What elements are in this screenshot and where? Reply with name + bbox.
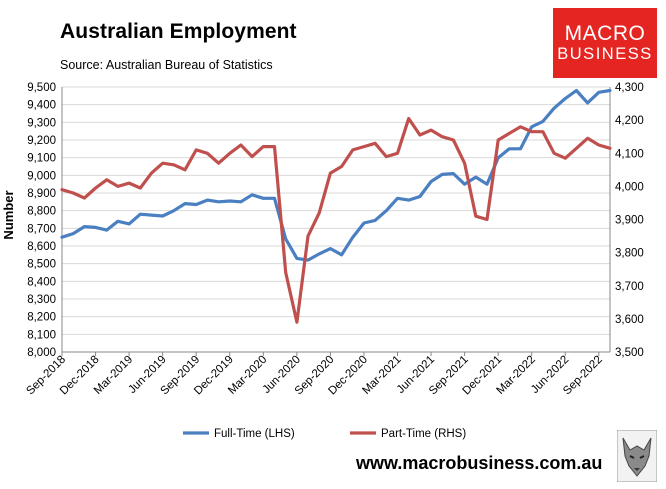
left-tick-label: 8,700 [27, 223, 56, 235]
left-tick-label: 9,300 [27, 117, 56, 129]
wolf-mascot-icon [617, 430, 657, 482]
left-tick-label: 8,300 [27, 294, 56, 306]
legend-label-full-time: Full-Time (LHS) [214, 428, 295, 440]
logo-line-1: MACRO [564, 22, 646, 45]
left-tick-label: 8,000 [27, 347, 56, 359]
left-tick-label: 9,200 [27, 135, 56, 147]
left-tick-label: 8,100 [27, 329, 56, 341]
gridlines [62, 86, 610, 353]
chart-title: Australian Employment [60, 20, 297, 43]
right-tick-label: 4,300 [615, 82, 644, 94]
axes [61, 87, 611, 353]
left-tick-label: 9,000 [27, 170, 56, 182]
left-tick-label: 9,100 [27, 153, 56, 165]
source-note: Source: Australian Bureau of Statistics [60, 58, 273, 72]
right-tick-label: 4,000 [615, 181, 644, 193]
right-axis-ticks: 3,500 3,600 3,700 3,800 3,900 4,000 4,100 4,200… [615, 82, 644, 359]
left-tick-label: 8,900 [27, 188, 56, 200]
y-axis-label: Number [1, 190, 16, 239]
right-tick-label: 3,700 [615, 281, 644, 293]
right-tick-label: 3,600 [615, 314, 644, 326]
left-tick-label: 8,200 [27, 312, 56, 324]
left-axis-ticks: 8,000 8,100 8,200 8,300 8,400 8,500 8,600 8,700… [27, 82, 56, 359]
full-time-series-line [60, 88, 612, 262]
left-tick-label: 8,800 [27, 206, 56, 218]
logo-line-2: BUSINESS [557, 45, 653, 63]
website-url: www.macrobusiness.com.au [356, 453, 603, 473]
right-tick-label: 3,800 [615, 248, 644, 260]
legend-label-part-time: Part-Time (RHS) [381, 428, 466, 440]
right-tick-label: 4,100 [615, 148, 644, 160]
legend: Full-Time (LHS) Part-Time (RHS) [183, 428, 466, 440]
right-tick-label: 4,200 [615, 115, 644, 127]
right-tick-label: 3,900 [615, 215, 644, 227]
part-time-series-line [60, 116, 612, 324]
left-tick-label: 8,400 [27, 276, 56, 288]
left-tick-label: 9,400 [27, 100, 56, 112]
macrobusiness-logo: MACRO BUSINESS [553, 8, 657, 78]
left-tick-label: 8,500 [27, 259, 56, 271]
left-tick-label: 8,600 [27, 241, 56, 253]
right-tick-label: 3,500 [615, 347, 644, 359]
x-axis-ticks: Sep-2018Dec-2018Mar-2019Jun-2019Sep-2019… [24, 352, 605, 397]
left-tick-label: 9,500 [27, 82, 56, 94]
series-lines [60, 88, 612, 324]
